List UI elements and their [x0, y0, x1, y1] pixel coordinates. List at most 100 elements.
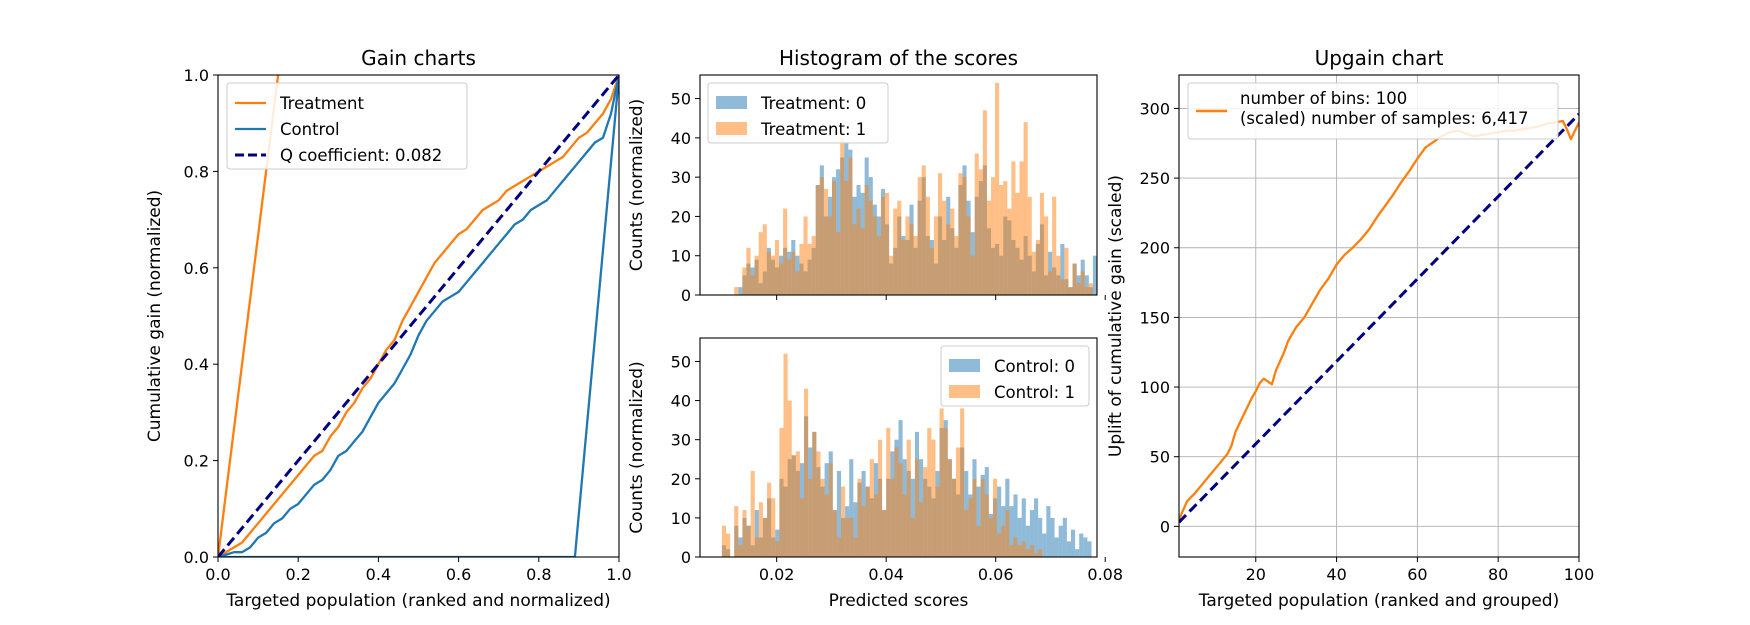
chart-title-0: Gain charts: [361, 46, 476, 70]
hist-bar-1-1-30: [852, 224, 857, 295]
hist-bar-1-1-18: [803, 216, 808, 295]
hist-bar-2-1-27: [832, 510, 837, 557]
hist-bar-1-1-52: [942, 200, 947, 295]
hist-bar-2-1-47: [914, 459, 920, 557]
hist-bar-1-1-37: [880, 196, 886, 295]
hist-bar-2-1-1: [726, 533, 731, 557]
y-tick-label-0-3: 0.6: [184, 259, 209, 278]
y-tick-label-2-1: 10: [671, 509, 691, 528]
hist-bar-2-1-59: [964, 510, 969, 557]
hist-bar-1-1-7: [758, 232, 763, 295]
hist-bar-2-1-5: [742, 510, 747, 557]
hist-bar-1-1-53: [946, 224, 951, 295]
chart-title-3: Upgain chart: [1315, 46, 1444, 70]
hist-bar-2-0-28: [836, 470, 842, 557]
y-tick-label-0-2: 0.4: [184, 355, 209, 374]
hist-bar-2-1-61: [972, 478, 977, 557]
hist-bar-2-1-75: [1029, 545, 1035, 557]
hist-bar-1-1-19: [807, 243, 812, 295]
y-axis-label-0: Cumulative gain (normalized): [145, 190, 165, 442]
hist-bar-1-1-21: [815, 185, 820, 295]
legend-patch-1-0: [716, 96, 747, 109]
legend-label-2-0: Control: 0: [994, 357, 1075, 376]
hist-bar-2-1-40: [886, 427, 891, 557]
legend-label-0-1: Control: [280, 120, 340, 139]
hist-bar-1-1-45: [913, 236, 918, 295]
hist-bar-2-1-60: [968, 498, 973, 557]
hist-bar-2-0-62: [976, 486, 981, 557]
hist-bar-2-1-10: [762, 517, 768, 557]
hist-bar-2-1-58: [960, 408, 965, 557]
hist-bar-2-1-25: [824, 494, 829, 557]
hist-bar-2-1-44: [902, 494, 907, 557]
hist-bar-2-1-14: [779, 427, 784, 557]
hist-bar-2-1-68: [1001, 525, 1006, 557]
hist-bar-1-1-8: [762, 224, 767, 295]
hist-bar-2-0-89: [1087, 541, 1092, 557]
hist-bar-2-1-29: [841, 486, 846, 557]
hist-bar-1-1-5: [750, 275, 755, 295]
panels: 0.0 0.2 0.4 0.6 0.8 1.0 0.0 0.2 0.4 0.6 0.8 1.0 Gain…: [145, 46, 1594, 611]
legend-patch-2-0: [949, 359, 980, 372]
hist-bar-1-1-46: [917, 177, 922, 295]
hist-bar-1-1-4: [746, 247, 751, 295]
hist-bar-2-1-18: [795, 451, 800, 557]
hist-bar-2-1-66: [992, 478, 998, 557]
hist-bar-1-1-27: [840, 137, 845, 295]
hist-bar-2-1-3: [734, 506, 739, 557]
y-tick-label-2-3: 30: [671, 431, 691, 450]
hist-bar-2-0-88: [1083, 537, 1088, 557]
hist-bar-2-1-57: [956, 447, 961, 557]
chart-panel-3: 20 40 60 80 100 0 50 100 150 200 250 300 Upgain char…: [1106, 46, 1594, 611]
hist-bar-1-1-26: [836, 232, 841, 295]
hist-bar-2-1-65: [988, 517, 993, 557]
y-tick-label-0-0: 0.0: [184, 548, 209, 567]
legend-label-0-2: Q coefficient: 0.082: [280, 146, 442, 165]
legend-patch-1-1: [716, 122, 747, 135]
hist-bar-1-1-57: [962, 177, 967, 295]
hist-bar-2-0-71: [1013, 494, 1018, 557]
x-tick-label-2-3: 0.08: [1087, 565, 1123, 584]
legend-box-0: [226, 82, 468, 170]
x-tick-label-0-2: 0.4: [366, 565, 391, 584]
hist-bar-1-1-31: [856, 208, 861, 295]
y-tick-label-3-2: 100: [1139, 378, 1170, 397]
chart-panel-2: 0.02 0.04 0.06 0.08 0 10 20 30 40 50 Predicted sco…: [627, 337, 1123, 611]
hist-bar-1-1-50: [933, 216, 939, 295]
legend-label-2-1: Control: 1: [994, 383, 1075, 402]
hist-bar-1-1-35: [872, 216, 877, 295]
y-tick-label-0-1: 0.2: [184, 452, 209, 471]
hist-bar-1-1-54: [950, 208, 955, 295]
hist-bar-1-1-68: [1007, 208, 1012, 295]
hist-bar-2-0-81: [1054, 537, 1059, 557]
hist-bar-2-1-4: [738, 545, 743, 557]
hist-bar-1-1-14: [787, 259, 792, 295]
hist-bar-2-1-72: [1017, 545, 1022, 557]
hist-bar-2-1-55: [947, 459, 952, 557]
hist-bar-1-1-40: [893, 208, 898, 295]
chart-panel-0: 0.0 0.2 0.4 0.6 0.8 1.0 0.0 0.2 0.4 0.6 0.8 1.0 Gain…: [145, 46, 632, 611]
legend-label-3-1: (scaled) number of samples: 6,417: [1240, 109, 1529, 128]
hist-bar-1-1-75: [1035, 240, 1040, 295]
hist-bar-1-1-56: [958, 173, 963, 295]
x-tick-label-0-1: 0.2: [285, 565, 310, 584]
hist-bar-2-1-15: [783, 353, 788, 557]
hist-bar-2-1-70: [1009, 545, 1014, 557]
y-tick-label-2-5: 50: [671, 352, 691, 371]
series-line-3-0: [1179, 119, 1579, 520]
hist-bar-1-1-11: [774, 240, 780, 295]
y-tick-label-3-3: 150: [1139, 308, 1170, 327]
y-axis-label-3: Uplift of cumulative gain (scaled): [1106, 175, 1126, 457]
hist-bar-2-1-11: [767, 482, 772, 557]
hist-bar-1-1-36: [876, 236, 881, 295]
y-axis-label-1: Counts (normalized): [627, 99, 647, 271]
hist-bar-2-1-73: [1021, 541, 1026, 557]
hist-bar-2-1-30: [845, 517, 850, 557]
x-tick-label-0-5: 1.0: [606, 565, 631, 584]
hist-bar-2-1-34: [861, 506, 866, 557]
hist-bar-1-1-10: [770, 255, 775, 295]
hist-bar-1-1-83: [1068, 287, 1073, 295]
axes-frame-1: [699, 74, 1098, 296]
hist-bar-1-1-74: [1031, 251, 1036, 295]
